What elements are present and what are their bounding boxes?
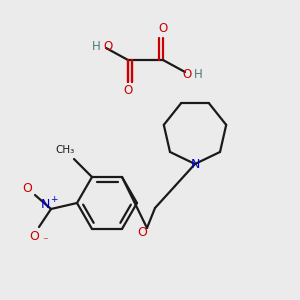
Text: CH₃: CH₃: [56, 145, 75, 155]
Text: H: H: [92, 40, 100, 52]
Text: ⁻: ⁻: [42, 236, 48, 246]
Text: N: N: [40, 199, 50, 212]
Text: O: O: [182, 68, 192, 80]
Text: O: O: [137, 226, 147, 238]
Text: N: N: [190, 158, 200, 170]
Text: O: O: [123, 85, 133, 98]
Text: O: O: [29, 230, 39, 244]
Text: +: +: [50, 194, 58, 203]
Text: O: O: [158, 22, 168, 35]
Text: O: O: [103, 40, 112, 52]
Text: O: O: [22, 182, 32, 194]
Text: H: H: [194, 68, 202, 80]
